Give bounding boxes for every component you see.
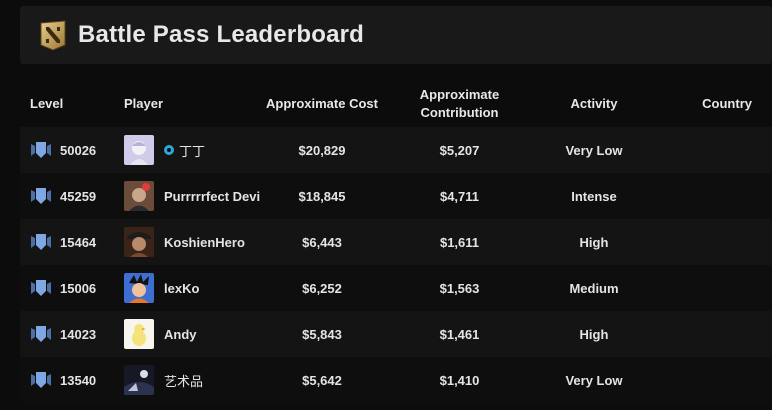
activity-cell: Medium (569, 280, 619, 296)
level-cell: 15006 (20, 279, 124, 297)
level-cell: 45259 (20, 187, 124, 205)
column-header-player[interactable]: Player (124, 95, 164, 111)
player-cell[interactable]: 艺术品 (124, 365, 264, 395)
table-row[interactable]: 15464 KoshienHero $6,443 $1,611 High (20, 219, 772, 265)
activity-cell: Intense (571, 188, 617, 204)
player-name[interactable]: 艺术品 (164, 373, 204, 389)
level-value: 50026 (60, 142, 97, 158)
column-header-cost[interactable]: Approximate Cost (266, 95, 378, 111)
level-value: 13540 (60, 372, 97, 388)
cost-cell: $5,642 (302, 372, 342, 388)
contribution-cell: $4,711 (439, 188, 480, 204)
player-cell[interactable]: Purrrrrfect Devi (124, 181, 264, 211)
page-header: Battle Pass Leaderboard (20, 6, 772, 64)
contribution-cell: $1,563 (439, 280, 480, 296)
cost-cell: $18,845 (298, 188, 346, 204)
avatar[interactable] (124, 135, 154, 165)
battle-pass-logo-icon (38, 18, 68, 52)
level-value: 14023 (60, 326, 97, 342)
level-badge-icon (30, 233, 52, 251)
dota-plus-icon (164, 145, 174, 155)
column-header-contribution-line2: Contribution (420, 104, 499, 120)
level-value: 15006 (60, 280, 97, 296)
player-name[interactable]: lexKo (164, 280, 200, 296)
cost-cell: $20,829 (298, 142, 346, 158)
player-name[interactable]: KoshienHero (164, 234, 245, 250)
level-value: 45259 (60, 188, 97, 204)
activity-cell: Very Low (565, 372, 623, 388)
avatar[interactable] (124, 227, 154, 257)
player-cell[interactable]: KoshienHero (124, 227, 264, 257)
level-badge-icon (30, 187, 52, 205)
contribution-cell: $1,461 (439, 326, 480, 342)
column-header-contribution[interactable]: Approximate Contribution (380, 86, 539, 122)
level-cell: 50026 (20, 141, 124, 159)
player-cell[interactable]: Andy (124, 319, 264, 349)
level-badge-icon (30, 279, 52, 297)
table-row[interactable]: 50026 丁丁 $20,829 $5,207 Very Low (20, 127, 772, 173)
table-row[interactable]: 13540 艺术品 $5,642 $1,410 Very Low (20, 357, 772, 403)
contribution-cell: $1,410 (439, 372, 480, 388)
cost-cell: $6,443 (302, 234, 342, 250)
avatar[interactable] (124, 319, 154, 349)
level-cell: 15464 (20, 233, 124, 251)
activity-cell: Very Low (565, 142, 623, 158)
activity-cell: High (579, 326, 609, 342)
activity-cell: High (579, 234, 609, 250)
level-cell: 14023 (20, 325, 124, 343)
avatar[interactable] (124, 365, 154, 395)
column-header-level[interactable]: Level (30, 95, 64, 111)
player-name[interactable]: 丁丁 (179, 143, 206, 159)
contribution-cell: $5,207 (439, 142, 480, 158)
leaderboard-table: Level Player Approximate Cost Approximat… (20, 80, 772, 403)
table-header: Level Player Approximate Cost Approximat… (20, 80, 772, 127)
table-row[interactable]: 45259 Purrrrrfect Devi $18,845 $4,711 In… (20, 173, 772, 219)
cost-cell: $5,843 (302, 326, 342, 342)
table-row[interactable]: 14023 Andy $5,843 $1,461 High (20, 311, 772, 357)
cost-cell: $6,252 (302, 280, 342, 296)
column-header-country[interactable]: Country (702, 95, 752, 111)
page-title: Battle Pass Leaderboard (78, 21, 365, 48)
player-cell[interactable]: lexKo (124, 273, 264, 303)
avatar[interactable] (124, 273, 154, 303)
table-row[interactable]: 15006 lexKo $6,252 $1,563 Medium (20, 265, 772, 311)
level-cell: 13540 (20, 371, 124, 389)
level-badge-icon (30, 325, 52, 343)
level-value: 15464 (60, 234, 97, 250)
level-badge-icon (30, 371, 52, 389)
contribution-cell: $1,611 (439, 234, 480, 250)
avatar[interactable] (124, 181, 154, 211)
player-name[interactable]: Purrrrrfect Devi (164, 188, 261, 204)
column-header-activity[interactable]: Activity (570, 95, 618, 111)
level-badge-icon (30, 141, 52, 159)
player-name[interactable]: Andy (164, 326, 197, 342)
column-header-contribution-line1: Approximate (419, 86, 500, 102)
player-cell[interactable]: 丁丁 (124, 135, 264, 165)
